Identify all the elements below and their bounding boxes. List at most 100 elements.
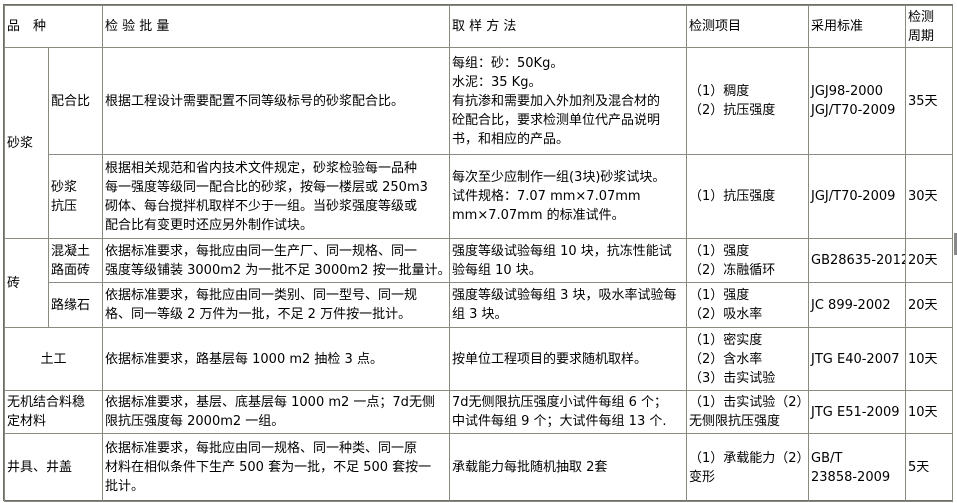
row-method: 强度等级试验每组 3 块，吸水率试验每组 3 块。: [449, 282, 687, 328]
row-period-line: 20天: [908, 253, 938, 268]
row-items-line: （2）冻融循环: [689, 262, 776, 278]
header-standard: 采用标准: [808, 5, 906, 48]
row-batch-line: 配合比有变更时还应另外制作试块。: [105, 217, 314, 233]
row-subcategory-line: 配合比: [51, 93, 91, 109]
row-subcategory-line: 路缘石: [51, 297, 91, 313]
row-subcategory-line: 抗压: [51, 198, 78, 214]
row-method-line: 每次至少应制作一组(3块)砂浆试块。: [452, 170, 666, 185]
row-category-line: 土工: [40, 351, 67, 367]
row-standard-line: GB28635-2012: [811, 253, 906, 268]
row-period-line: 30天: [908, 189, 938, 204]
row-batch-line: 限抗压强度每 2000m2 一组。: [105, 414, 285, 429]
row-period: 20天: [905, 238, 953, 283]
row-items-line: 无侧限抗压强度: [689, 414, 781, 429]
row-method-line: mm×7.07mm 的标准试件。: [452, 208, 625, 223]
row-method: 7d无侧限抗压强度小试件每组 6 个； 中试件每组 9 个；大试件每组 13 个.: [449, 390, 687, 434]
row-items: （1）承载能力（2） 变形: [686, 433, 809, 502]
row-items-line: （1）强度: [689, 288, 750, 303]
row-items-line: （1）抗压强度: [689, 189, 776, 204]
row-batch-line: 材料在相似条件下生产 500 套为一批，不足 500 套按一: [105, 460, 432, 475]
row-method: 按单位工程项目的要求随机取样。: [449, 327, 687, 391]
row-standard: JTG E40-2007: [808, 327, 906, 391]
row-period-line: 20天: [908, 297, 938, 313]
row-subcategory: 路缘石: [48, 282, 103, 328]
row-category: 无机结合料稳 定材料: [4, 390, 103, 434]
row-standard-line: JC 899-2002: [811, 297, 891, 313]
row-batch-line: 依据标准要求，每批应由同一类别、同一型号、同一规: [105, 288, 418, 303]
row-method-line: 水泥：35 Kg。: [452, 74, 542, 90]
row-method: 强度等级试验每组 10 块，抗冻性能试 验每组 10 块。: [449, 238, 687, 283]
row-period-line: 35天: [908, 93, 938, 109]
row-method-line: 承载能力每批随机抽取 2套: [452, 460, 608, 475]
row-batch-line: 每一强度等级同一配合比的砂浆，按每一楼层或 250m3: [105, 179, 428, 195]
row-batch-line: 格、同一等级 2 万件为一批，不足 2 万件按一批计。: [105, 307, 412, 322]
row-method-line: 组 3 块。: [452, 307, 508, 322]
row-items-line: （2）抗压强度: [689, 103, 776, 118]
row-period: 10天: [905, 390, 953, 434]
row-period: 35天: [905, 47, 953, 155]
row-category: 土工: [4, 327, 103, 391]
row-batch-line: 依据标准要求，每批应由同一生产厂、同一规格、同一: [105, 243, 418, 259]
row-batch-line: 根据相关规范和省内技术文件规定，砂浆检验每一品种: [105, 160, 418, 176]
row-items: （1）击实试验（2） 无侧限抗压强度: [686, 390, 809, 434]
row-items: （1）强度 （2）冻融循环: [686, 238, 809, 283]
row-items-line: （1）击实试验（2）: [689, 395, 809, 410]
header-variety-line: 品 种: [7, 19, 47, 34]
row-method-line: 有抗渗和需要加入外加剂及混合材的: [452, 93, 661, 109]
row-standard-line: JGJ/T70-2009: [811, 189, 896, 204]
row-standard-line: JGJ98-2000: [811, 84, 884, 99]
row-method-line: 砼配合比，要求检测单位代产品说明: [452, 112, 661, 128]
header-batch-line: 检 验 批 量: [105, 19, 170, 34]
row-subcategory-line: 混凝土: [51, 243, 91, 259]
row-method: 每次至少应制作一组(3块)砂浆试块。 试件规格：7.07 mm×7.07mm mm×…: [449, 154, 687, 239]
row-items: （1）稠度 （2）抗压强度: [686, 47, 809, 155]
row-category-line: 定材料: [7, 414, 47, 429]
row-category: 井具、井盖: [4, 433, 103, 502]
row-batch: 根据工程设计需要配置不同等级标号的砂浆配合比。: [102, 47, 450, 155]
row-standard: GB/T 23858-2009: [808, 433, 906, 502]
scrollbar-thumb[interactable]: [954, 233, 957, 255]
header-method: 取 样 方 法: [449, 5, 687, 48]
row-batch: 依据标准要求，基层、底基层每 1000 m2 一点；7d无侧 限抗压强度每 200…: [102, 390, 450, 434]
row-batch-line: 批计。: [105, 479, 145, 494]
row-items-line: （2）吸水率: [689, 307, 763, 322]
row-standard: JC 899-2002: [808, 282, 906, 328]
row-standard-line: JGJ/T70-2009: [811, 103, 896, 118]
row-method-line: 强度等级试验每组 10 块，抗冻性能试: [452, 243, 672, 259]
row-period: 5天: [905, 433, 953, 502]
row-method-line: 试件规格：7.07 mm×7.07mm: [452, 189, 641, 204]
row-batch-line: 依据标准要求，每批应由同一规格、同一种类、同一原: [105, 441, 418, 456]
row-batch: 根据相关规范和省内技术文件规定，砂浆检验每一品种 每一强度等级同一配合比的砂浆，按…: [102, 154, 450, 239]
header-method-line: 取 样 方 法: [452, 19, 517, 34]
row-batch-line: 强度等级铺装 3000m2 为一批不足 3000m2 按一批量计。: [105, 262, 450, 278]
header-period: 检测 周期: [905, 5, 953, 48]
header-period-line: 检测: [908, 9, 935, 25]
row-method: 每组：砂：50Kg。 水泥：35 Kg。 有抗渗和需要加入外加剂及混合材的 砼配合比，…: [449, 47, 687, 155]
header-period-line: 周期: [908, 28, 935, 44]
group-brick: 砖: [4, 238, 49, 328]
row-batch-line: 依据标准要求，路基层每 1000 m2 抽检 3 点。: [105, 351, 383, 367]
row-items: （1）抗压强度: [686, 154, 809, 239]
row-items-line: （1）密实度: [689, 332, 763, 348]
row-standard: JTG E51-2009: [808, 390, 906, 434]
row-batch-line: 根据工程设计需要配置不同等级标号的砂浆配合比。: [105, 93, 405, 109]
row-period: 10天: [905, 327, 953, 391]
row-items-line: （1）稠度: [689, 84, 750, 99]
row-method-line: 强度等级试验每组 3 块，吸水率试验每: [452, 288, 677, 303]
row-period-line: 10天: [908, 404, 938, 420]
row-standard: JGJ98-2000 JGJ/T70-2009: [808, 47, 906, 155]
row-items: （1）强度 （2）吸水率: [686, 282, 809, 328]
row-subcategory: 砂浆 抗压: [48, 154, 103, 239]
row-standard-line: 23858-2009: [811, 469, 891, 485]
row-batch-line: 砌体、每台搅拌机取样不少于一组。当砂浆强度等级或: [105, 198, 418, 214]
row-category-line: 无机结合料稳: [7, 395, 86, 410]
header-variety: 品 种: [4, 5, 103, 48]
row-subcategory: 配合比: [48, 47, 103, 155]
row-items-line: （1）承载能力（2）: [689, 450, 809, 466]
header-batch: 检 验 批 量: [102, 5, 450, 48]
row-subcategory: 混凝土 路面砖: [48, 238, 103, 283]
row-items-line: 变形: [689, 469, 716, 485]
row-batch: 依据标准要求，每批应由同一类别、同一型号、同一规 格、同一等级 2 万件为一批，不…: [102, 282, 450, 328]
row-method-line: 书，和相应的产品。: [452, 131, 570, 147]
